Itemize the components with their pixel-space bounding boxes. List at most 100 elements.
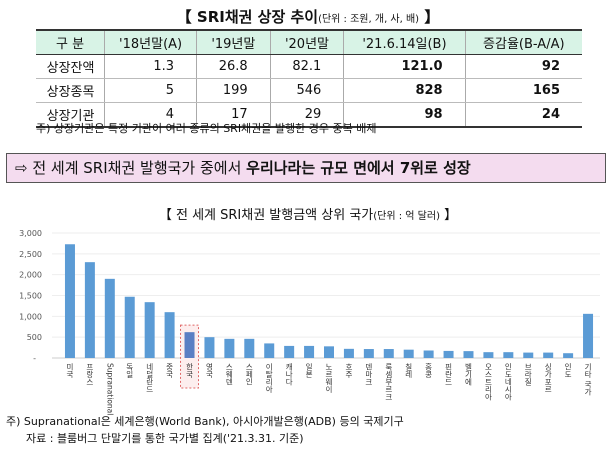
table-cell: 4 [104,102,197,128]
bar-미국 [64,244,75,358]
table-cell: 828 [343,78,466,103]
bar-오스트리아 [483,352,494,358]
row-label: 상장잔액 [36,54,105,79]
arrow-icon: ⇨ [15,159,28,177]
bar-홍콩 [423,350,434,358]
bar-한국 [184,332,195,358]
x-tick-label: 중국 [165,363,174,380]
bar-칠레 [403,349,414,358]
bar-중국 [164,312,175,358]
bar-인도네시아 [503,352,514,358]
x-tick-label: 한국 [185,363,194,380]
x-tick-label: 기타 국가 [584,363,593,397]
y-tick-label: - [33,354,36,363]
bar-chart: - 500 1,000 1,500 2,000 2,500 3,000 미국 프랑스 Supran… [19,229,600,415]
x-tick-label: Supranational [105,363,114,415]
table-cell: 121.0 [343,54,466,79]
x-tick-label: 프랑스 [85,363,94,386]
x-tick-label: 벨기에 [464,363,473,387]
bar-프랑스 [84,262,95,358]
table-cell: 199 [196,78,271,103]
y-tick-label: 1,500 [19,292,42,301]
x-tick-label: 인도 [564,362,573,378]
table-row: 상장기관 4 17 29 98 24 [36,102,582,128]
bar-Supranational [104,278,115,358]
column-header: 증감율(B-A/A) [464,29,582,55]
bar-인도 [563,353,574,358]
bar-네덜란드 [144,302,155,358]
x-tick-label: 영국 [205,362,214,380]
x-tick-label: 네덜란드 [145,363,154,393]
table-cell: 546 [269,78,344,103]
bar-싱가포르 [543,352,554,358]
chart-title-end: 】 [439,208,458,223]
bar-이탈리아 [264,343,275,358]
column-header: '19년말 [196,29,271,55]
bar-노르웨이 [324,346,334,358]
row-label: 상장종목 [36,78,105,103]
table-row: 상장종목 5 199 546 828 165 [36,78,582,103]
highlight-bold-text: 우리나라는 규모 면에서 7위로 성장 [246,159,471,177]
column-header: '21.6.14일(B) [343,29,466,55]
table-title-text: 【 SRI채권 상장 추이 [176,8,319,26]
y-tick-label: 1,000 [19,312,42,321]
chart-title: 【 전 세계 SRI채권 발행금액 상위 국가(단위 : 억 달러) 】 [0,204,616,223]
x-tick-label: 오스트리아 [484,363,493,402]
highlight-box: ⇨ 전 세계 SRI채권 발행국가 중에서 우리나라는 규모 면에서 7위로 성… [6,153,606,183]
x-tick-label: 스페인 [245,363,254,386]
bar-기타 국가 [583,313,594,358]
bar-벨기에 [463,351,474,358]
table-cell: 82.1 [269,54,344,79]
x-tick-label: 스웨덴 [225,363,234,386]
chart-title-text: 【 전 세계 SRI채권 발행금액 상위 국가 [158,208,374,223]
x-tick-label: 홍콩 [424,362,433,379]
chart-unit: (단위 : 억 달러) [373,211,440,222]
table-title: 【 SRI채권 상장 추이(단위 : 조원, 개, 사, 배) 】 [0,6,616,27]
column-header: '18년말(A) [104,29,197,55]
bar-스페인 [244,338,255,358]
bar-호주 [343,348,354,358]
bar-캐나다 [284,345,295,358]
bar-영국 [204,337,215,358]
footnote-2: 자료 : 블룸버그 단말기를 통한 국가별 집계('21.3.31. 기준) [26,432,304,445]
x-tick-label: 칠레 [404,363,413,380]
table-note: 주) 상장기관은 특정 기관이 여러 종류의 SRI채권을 발행한 경우 중복 … [36,122,377,135]
listing-trend-table: 구 분 '18년말(A) '19년말 '20년말 '21.6.14일(B) 증감율(B-A… [36,29,582,128]
bar-일본 [304,345,315,358]
y-tick-label: 2,500 [19,250,42,259]
y-tick-label: 500 [27,333,42,342]
bar-덴마크 [363,349,374,358]
x-tick-label: 독일 [125,363,134,379]
table-cell: 1.3 [104,54,197,79]
footnote-1: 주) Supranational은 세계은행(World Bank), 아시아개… [6,415,404,428]
x-tick-label: 싱가포르 [544,362,553,393]
table-unit: (단위 : 조원, 개, 사, 배) [318,14,420,25]
y-tick-label: 3,000 [19,229,42,238]
x-tick-label: 인도네시아 [504,362,513,402]
table-row: 상장잔액 1.3 26.8 82.1 121.0 92 [36,54,582,79]
x-tick-label: 브라질 [524,363,533,386]
table-title-end: 】 [419,8,440,26]
x-tick-label: 덴마크 [364,363,373,386]
bar-룩셈부르크 [383,349,394,358]
column-header: 구 분 [36,29,105,55]
x-tick-label: 노르웨이 [325,363,334,395]
table-cell: 165 [464,78,582,103]
bar-핀란드 [443,350,454,358]
x-tick-label: 핀란드 [444,363,453,386]
y-tick-label: 2,000 [19,271,42,280]
x-tick-label: 이탈리아 [265,362,274,395]
x-tick-label: 미국 [65,363,74,380]
highlight-text: 전 세계 SRI채권 발행국가 중에서 [27,159,247,177]
x-tick-label: 캐나다 [285,363,294,387]
table-cell: 92 [464,54,582,79]
x-tick-label: 호주 [344,363,353,380]
bar-브라질 [523,352,534,358]
table-cell: 5 [104,78,197,103]
table-cell: 17 [196,102,271,128]
bar-스웨덴 [224,338,235,358]
x-tick-label: 일본 [305,363,314,379]
table-cell: 29 [269,102,344,128]
bar-독일 [124,296,135,358]
table-cell: 26.8 [196,54,271,79]
